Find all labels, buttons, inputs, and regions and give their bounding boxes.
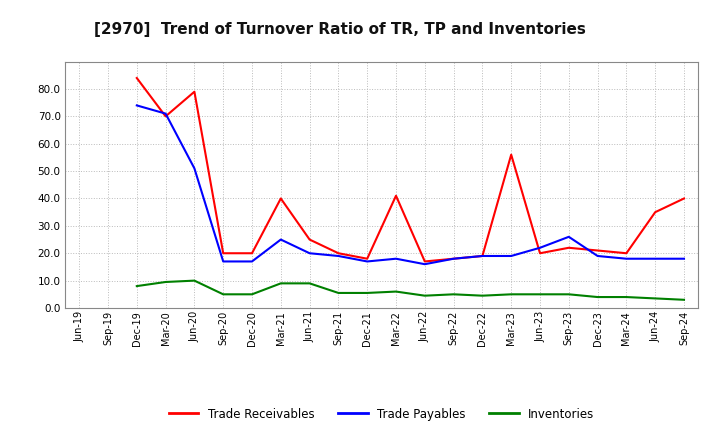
Inventories xyxy=(161,279,170,285)
Inventories xyxy=(651,296,660,301)
Trade Payables xyxy=(219,259,228,264)
Trade Payables xyxy=(564,234,573,239)
Inventories xyxy=(219,292,228,297)
Trade Receivables xyxy=(507,152,516,158)
Inventories xyxy=(680,297,688,302)
Inventories xyxy=(420,293,429,298)
Trade Payables xyxy=(420,261,429,267)
Trade Payables xyxy=(593,253,602,259)
Inventories xyxy=(622,294,631,300)
Inventories xyxy=(305,281,314,286)
Inventories xyxy=(248,292,256,297)
Trade Payables xyxy=(276,237,285,242)
Inventories xyxy=(536,292,544,297)
Inventories xyxy=(593,294,602,300)
Trade Receivables xyxy=(132,75,141,81)
Legend: Trade Receivables, Trade Payables, Inventories: Trade Receivables, Trade Payables, Inven… xyxy=(169,407,594,421)
Inventories xyxy=(276,281,285,286)
Inventories xyxy=(392,289,400,294)
Line: Trade Payables: Trade Payables xyxy=(137,106,684,264)
Trade Receivables xyxy=(593,248,602,253)
Inventories xyxy=(132,283,141,289)
Trade Payables xyxy=(248,259,256,264)
Trade Receivables xyxy=(363,256,372,261)
Inventories xyxy=(478,293,487,298)
Trade Receivables xyxy=(420,259,429,264)
Trade Receivables xyxy=(305,237,314,242)
Trade Payables xyxy=(651,256,660,261)
Trade Receivables xyxy=(190,89,199,94)
Trade Payables xyxy=(478,253,487,259)
Trade Receivables xyxy=(276,196,285,201)
Trade Receivables xyxy=(680,196,688,201)
Trade Payables xyxy=(363,259,372,264)
Trade Payables xyxy=(305,251,314,256)
Inventories xyxy=(363,290,372,296)
Trade Receivables xyxy=(392,193,400,198)
Line: Inventories: Inventories xyxy=(137,281,684,300)
Trade Receivables xyxy=(478,253,487,259)
Trade Payables xyxy=(622,256,631,261)
Inventories xyxy=(449,292,458,297)
Trade Receivables xyxy=(449,256,458,261)
Trade Receivables xyxy=(622,251,631,256)
Trade Payables xyxy=(680,256,688,261)
Inventories xyxy=(507,292,516,297)
Trade Receivables xyxy=(334,251,343,256)
Trade Payables xyxy=(507,253,516,259)
Trade Receivables xyxy=(564,245,573,250)
Trade Receivables xyxy=(219,251,228,256)
Trade Receivables xyxy=(651,209,660,215)
Trade Payables xyxy=(190,166,199,171)
Trade Receivables xyxy=(161,114,170,119)
Text: [2970]  Trend of Turnover Ratio of TR, TP and Inventories: [2970] Trend of Turnover Ratio of TR, TP… xyxy=(94,22,585,37)
Trade Payables xyxy=(392,256,400,261)
Inventories xyxy=(334,290,343,296)
Trade Receivables xyxy=(536,251,544,256)
Line: Trade Receivables: Trade Receivables xyxy=(137,78,684,261)
Trade Payables xyxy=(132,103,141,108)
Trade Payables xyxy=(536,245,544,250)
Trade Payables xyxy=(449,256,458,261)
Trade Receivables xyxy=(248,251,256,256)
Inventories xyxy=(564,292,573,297)
Trade Payables xyxy=(161,111,170,116)
Trade Payables xyxy=(334,253,343,259)
Inventories xyxy=(190,278,199,283)
